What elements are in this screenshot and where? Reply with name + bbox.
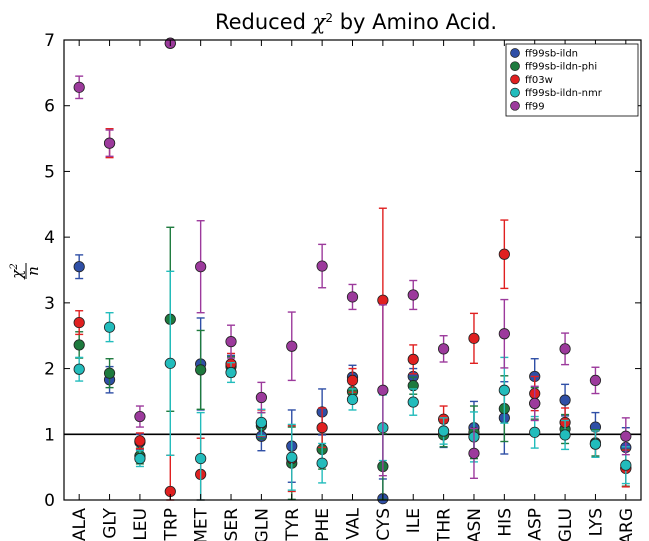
- x-tick-label: THR: [435, 508, 455, 541]
- x-tick-label: PHE: [313, 508, 333, 541]
- data-point: [255, 416, 267, 429]
- y-label-numerator: χ2: [8, 263, 26, 279]
- data-point: [438, 425, 450, 437]
- data-point: [286, 340, 298, 352]
- x-tick-label: TRP: [161, 508, 181, 541]
- data-point: [346, 393, 359, 406]
- data-point: [286, 451, 298, 463]
- data-point: [559, 343, 571, 355]
- y-tick-label: 4: [44, 228, 55, 248]
- data-point: [164, 357, 176, 369]
- x-tick-label: LEU: [131, 508, 151, 541]
- series-ff99sb-ildn-phi: [73, 226, 632, 501]
- data-point: [559, 394, 571, 406]
- legend-label: ff99sb-ildn-nmr: [525, 88, 603, 99]
- data-point: [498, 248, 510, 260]
- data-point: [589, 438, 602, 450]
- data-point: [529, 426, 541, 438]
- data-point: [407, 353, 419, 365]
- legend-marker: [510, 87, 520, 98]
- legend-label: ff99sb-ildn: [525, 49, 578, 60]
- data-point: [346, 374, 359, 386]
- series-ff99: [73, 37, 632, 480]
- data-point: [377, 294, 389, 306]
- y-tick-label: 1: [44, 425, 55, 445]
- data-point: [316, 457, 328, 469]
- y-tick-label: 6: [44, 97, 55, 117]
- y-tick-label: 7: [44, 31, 55, 51]
- x-tick-label: LYS: [586, 508, 606, 536]
- data-point: [103, 137, 116, 149]
- legend-marker: [510, 74, 520, 85]
- data-point: [316, 260, 328, 272]
- x-tick-label: CYS: [374, 508, 394, 541]
- x-tick-label: GLY: [101, 507, 121, 538]
- data-point: [225, 336, 237, 348]
- data-point: [73, 261, 85, 273]
- legend: ff99sb-ildn ff99sb-ildn-phi ff03w ff99sb-il…: [505, 43, 639, 117]
- data-point: [468, 332, 480, 344]
- chart-title: Reduced χ2 by Amino Acid.: [215, 10, 497, 34]
- data-point: [559, 429, 571, 441]
- x-tick-label: GLN: [252, 508, 272, 541]
- data-point: [529, 397, 541, 409]
- legend-marker: [510, 48, 520, 58]
- x-tick-label: ARG: [617, 508, 637, 541]
- data-point: [134, 435, 146, 447]
- axis-ticks-layer: 0 1 2 3 4 5 6 7 ALA GLY LEU TRP MET SER GLN TYR PHE VAL CY…: [44, 31, 641, 541]
- data-point: [225, 366, 237, 379]
- data-point: [195, 364, 207, 376]
- data-point: [620, 459, 632, 471]
- x-tick-label: MET: [192, 507, 212, 541]
- legend-label: ff99sb-ildn-phi: [525, 62, 597, 73]
- data-point: [407, 289, 419, 301]
- data-point: [103, 367, 116, 379]
- data-point: [134, 410, 146, 423]
- x-tick-label: VAL: [344, 507, 364, 539]
- x-tick-label: ILE: [404, 508, 424, 533]
- data-point: [134, 452, 146, 465]
- data-point: [103, 321, 116, 333]
- data-point: [195, 261, 207, 273]
- x-tick-label: HIS: [495, 508, 515, 537]
- x-tick-label: ASN: [465, 508, 485, 541]
- legend-box: [505, 43, 639, 117]
- data-point: [498, 328, 510, 340]
- x-tick-label: GLU: [556, 508, 576, 541]
- legend-label: ff03w: [525, 75, 553, 86]
- data-point: [73, 363, 85, 375]
- data-point: [73, 316, 85, 329]
- y-label-denominator: n: [24, 266, 42, 276]
- x-tick-label: ASP: [526, 508, 546, 541]
- data-point: [620, 430, 632, 442]
- data-point: [255, 391, 267, 404]
- legend-label: ff99: [525, 101, 545, 112]
- y-tick-label: 5: [44, 162, 55, 182]
- data-marks-layer: [73, 37, 632, 505]
- legend-marker: [510, 61, 520, 72]
- data-point: [589, 374, 602, 386]
- data-point: [73, 339, 85, 351]
- y-axis-label: χ2 n: [8, 263, 42, 280]
- x-tick-label: ALA: [70, 508, 90, 541]
- y-tick-label: 0: [44, 491, 55, 511]
- x-tick-label: SER: [222, 508, 242, 541]
- data-point: [316, 422, 328, 434]
- legend-marker: [510, 100, 520, 111]
- y-tick-label: 2: [44, 360, 55, 380]
- data-point: [468, 447, 480, 459]
- data-point: [346, 291, 359, 303]
- x-tick-label: TYR: [283, 508, 303, 541]
- data-point: [498, 384, 510, 396]
- data-point: [438, 343, 450, 355]
- data-point: [407, 396, 419, 408]
- series-ff03w: [73, 128, 632, 501]
- y-tick-label: 3: [44, 294, 55, 314]
- data-point: [73, 81, 85, 93]
- data-point: [377, 384, 389, 396]
- data-point: [195, 452, 207, 465]
